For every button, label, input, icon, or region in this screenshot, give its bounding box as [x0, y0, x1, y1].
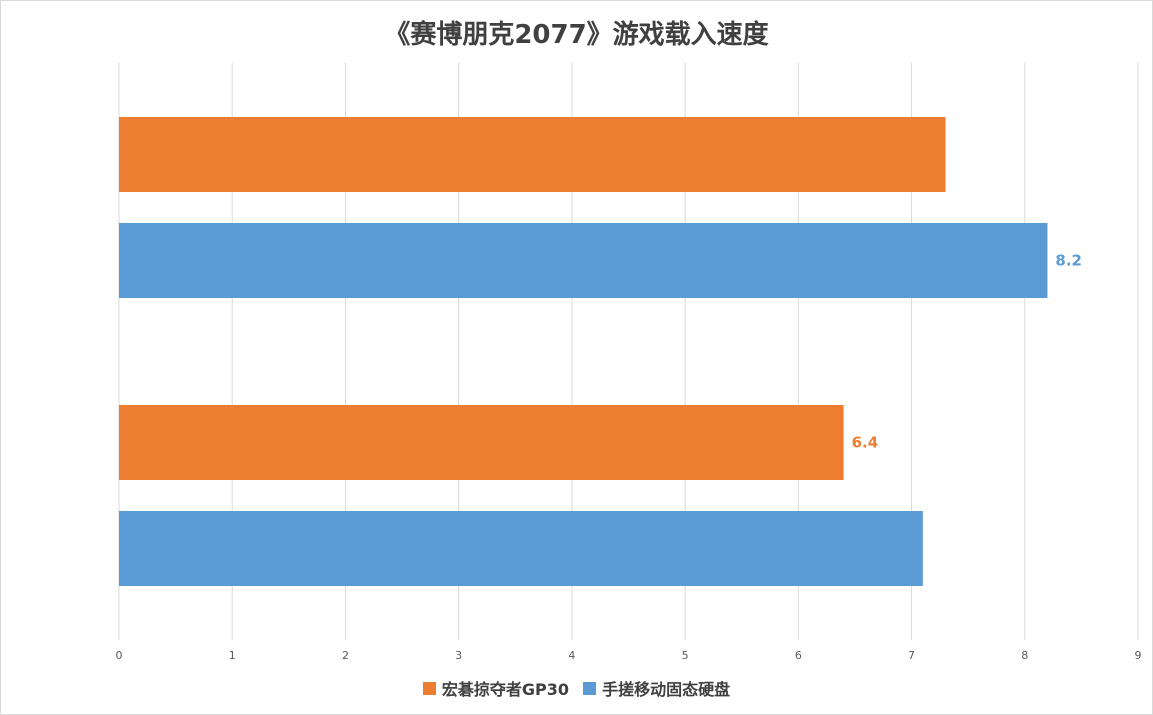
legend-item-series-2: 手搓移动固态硬盘 [583, 676, 730, 700]
x-tick-label: 6 [795, 649, 802, 662]
legend-swatch-series-2 [583, 681, 597, 695]
legend-item-series-1: 宏碁掠夺者GP30 [422, 676, 570, 700]
bar-series-2-group-2 [119, 511, 923, 586]
x-tick-label: 8 [1021, 649, 1028, 662]
x-tick-label: 2 [342, 649, 349, 662]
x-tick-label: 7 [908, 649, 915, 662]
chart-title: 《赛博朋克2077》游戏载入速度 [384, 20, 769, 50]
x-tick-label: 1 [229, 649, 236, 662]
x-tick-label: 4 [568, 649, 575, 662]
bars [119, 117, 1048, 586]
x-axis-ticks: 0 1 2 3 4 5 6 7 8 9 [116, 649, 1142, 662]
x-tick-label: 0 [116, 649, 123, 662]
legend-label-series-2: 手搓移动固态硬盘 [602, 680, 731, 699]
bar-series-2-group-1 [119, 223, 1048, 298]
x-tick-label: 3 [455, 649, 462, 662]
data-label: 6.4 [852, 434, 879, 452]
data-labels: 8.2 6.4 [852, 252, 1082, 452]
bar-series-1-group-1 [119, 117, 946, 192]
legend-swatch-series-1 [422, 681, 436, 695]
legend: 宏碁掠夺者GP30 手搓移动固态硬盘 [0, 676, 1153, 700]
bar-series-1-group-2 [119, 405, 844, 480]
x-tick-label: 5 [682, 649, 689, 662]
x-tick-label: 9 [1135, 649, 1142, 662]
legend-label-series-1: 宏碁掠夺者GP30 [441, 680, 570, 699]
data-label: 8.2 [1055, 252, 1082, 270]
